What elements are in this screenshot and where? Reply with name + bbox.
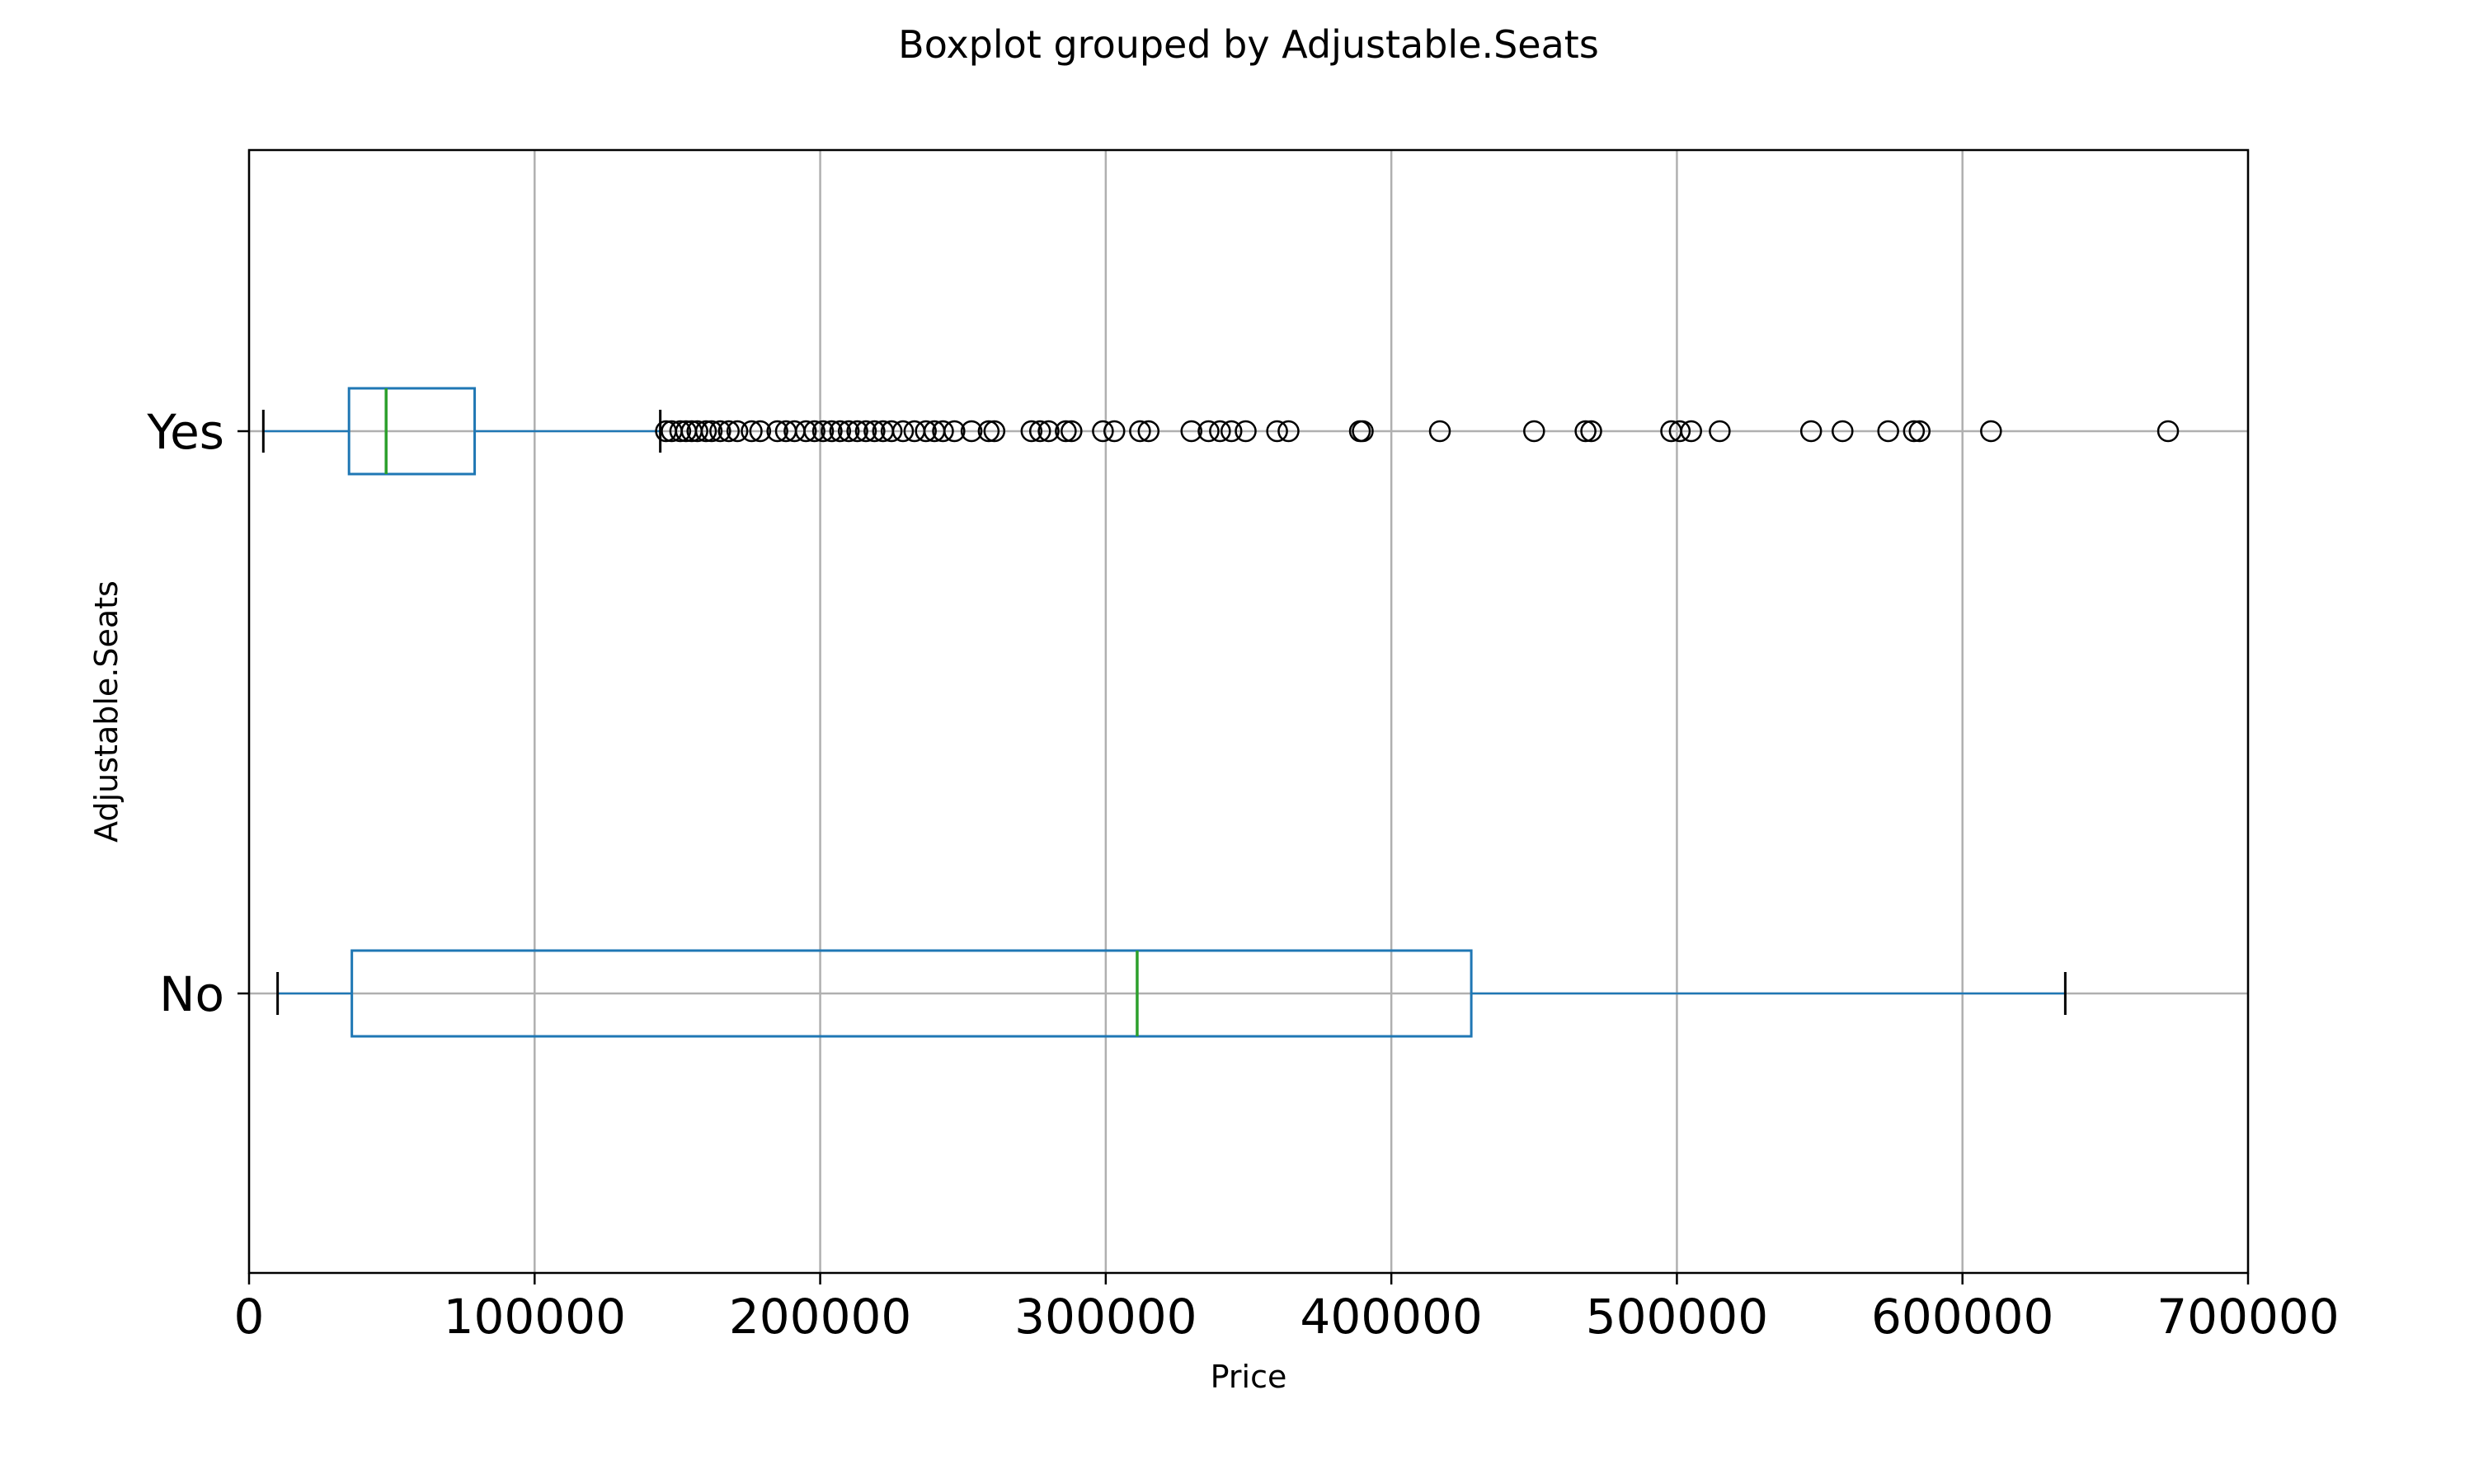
- chart-title: Boxplot grouped by Adjustable.Seats: [898, 22, 1599, 67]
- x-axis-label: Price: [1211, 1359, 1287, 1395]
- outlier-point-yes: [1137, 420, 1160, 443]
- outlier-point-yes: [1235, 420, 1257, 443]
- outlier-point-yes: [863, 420, 886, 443]
- x-tick-label: 0: [234, 1289, 265, 1345]
- outlier-point-yes: [1799, 420, 1823, 443]
- outlier-point-yes: [1709, 420, 1731, 443]
- outlier-point-yes: [1129, 420, 1151, 443]
- outlier-point-yes: [2157, 420, 2180, 443]
- outlier-point-yes: [1061, 420, 1083, 443]
- outlier-point-yes: [700, 420, 723, 443]
- outliers: [655, 420, 2180, 443]
- y-tick-label: Yes: [146, 404, 224, 460]
- outlier-point-yes: [880, 420, 903, 443]
- outlier-point-yes: [694, 420, 717, 443]
- x-tick-label: 400000: [1300, 1289, 1482, 1345]
- outlier-point-yes: [1055, 420, 1077, 443]
- outlier-point-yes: [1523, 420, 1545, 443]
- outlier-point-yes: [1028, 420, 1051, 443]
- outlier-point-yes: [960, 420, 983, 443]
- outlier-point-yes: [1908, 420, 1931, 443]
- outlier-point-yes: [983, 420, 1006, 443]
- y-axis-ticks: No Yes: [146, 404, 249, 1022]
- outlier-point-yes: [1574, 420, 1597, 443]
- boxes: [261, 387, 2067, 1038]
- outlier-point-yes: [686, 420, 708, 443]
- x-tick-label: 500000: [1586, 1289, 1768, 1345]
- outlier-point-yes: [1668, 420, 1691, 443]
- outlier-point-yes: [709, 420, 731, 443]
- box-no: [350, 949, 1473, 1038]
- outlier-point-yes: [1266, 420, 1288, 443]
- outlier-point-yes: [669, 420, 692, 443]
- outlier-point-yes: [846, 420, 868, 443]
- y-tick-label: No: [159, 966, 224, 1022]
- outlier-point-yes: [1903, 420, 1926, 443]
- outlier-point-yes: [1580, 420, 1602, 443]
- x-tick-label: 100000: [444, 1289, 626, 1345]
- outlier-point-yes: [932, 420, 954, 443]
- outlier-point-yes: [854, 420, 877, 443]
- outlier-point-yes: [821, 420, 843, 443]
- outlier-point-yes: [1832, 420, 1854, 443]
- outlier-point-yes: [1877, 420, 1899, 443]
- outlier-point-yes: [1037, 420, 1060, 443]
- outlier-point-yes: [1428, 420, 1451, 443]
- x-tick-label: 300000: [1014, 1289, 1197, 1345]
- outlier-point-yes: [811, 420, 835, 443]
- outlier-point-yes: [837, 420, 860, 443]
- outlier-point-yes: [1197, 420, 1220, 443]
- outlier-point-yes: [1092, 420, 1114, 443]
- outlier-point-yes: [829, 420, 852, 443]
- plot-frame: [247, 148, 2250, 1275]
- outlier-point-yes: [795, 420, 817, 443]
- outlier-point-yes: [915, 420, 937, 443]
- outlier-point-yes: [717, 420, 741, 443]
- y-axis-label: Adjustable.Seats: [88, 580, 125, 843]
- x-tick-label: 200000: [729, 1289, 911, 1345]
- outlier-point-yes: [803, 420, 825, 443]
- x-axis-ticks: 0 100000 200000 300000 400000 500000 600000 700…: [234, 1273, 2340, 1345]
- outlier-point-yes: [766, 420, 788, 443]
- outlier-point-yes: [1680, 420, 1702, 443]
- outlier-point-yes: [1277, 420, 1300, 443]
- box-yes: [347, 387, 477, 476]
- outlier-point-yes: [891, 420, 915, 443]
- outlier-point-yes: [1020, 420, 1043, 443]
- outlier-point-yes: [1220, 420, 1243, 443]
- outlier-point-yes: [1352, 420, 1374, 443]
- x-tick-label: 700000: [2157, 1289, 2339, 1345]
- outlier-point-yes: [726, 420, 749, 443]
- outlier-point-yes: [741, 420, 763, 443]
- outlier-point-yes: [749, 420, 772, 443]
- outlier-point-yes: [1103, 420, 1126, 443]
- outlier-point-yes: [1180, 420, 1202, 443]
- outlier-point-yes: [1209, 420, 1231, 443]
- outlier-point-yes: [943, 420, 966, 443]
- outlier-point-yes: [1980, 420, 2002, 443]
- outlier-point-yes: [977, 420, 1000, 443]
- x-tick-label: 600000: [1871, 1289, 2053, 1345]
